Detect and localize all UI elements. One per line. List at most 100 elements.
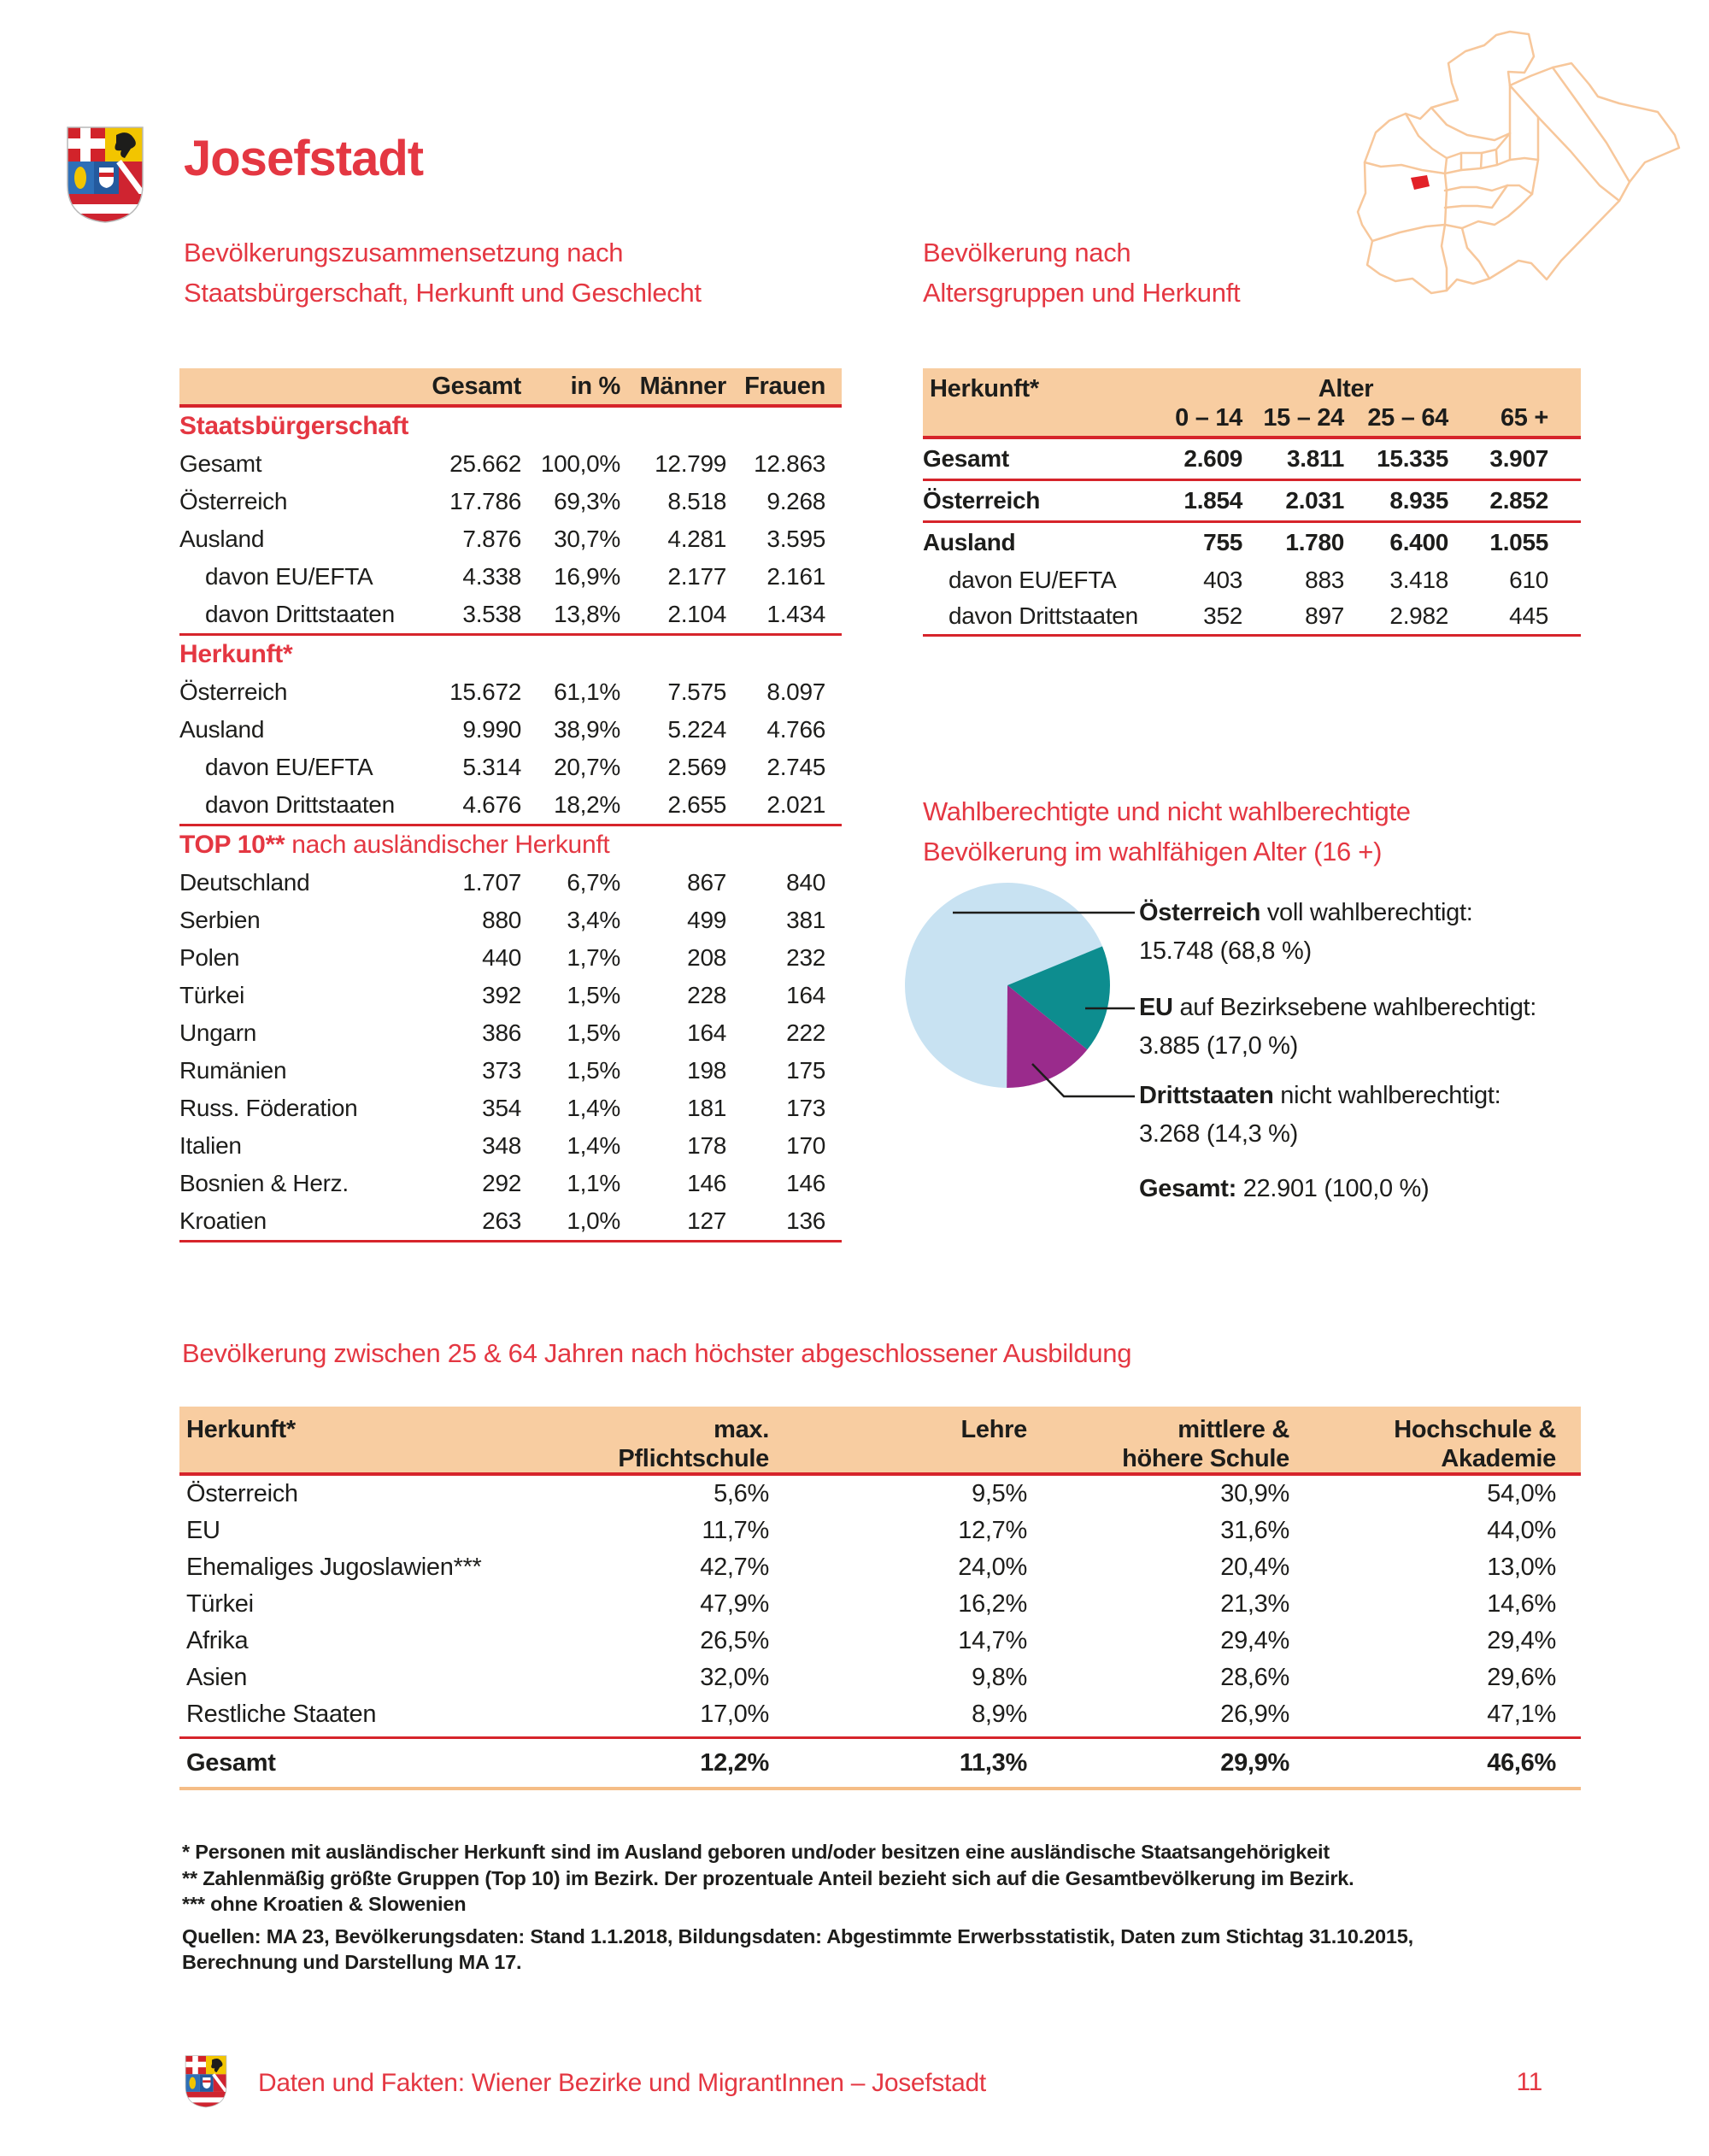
row-label: Bosnien & Herz.	[179, 1170, 349, 1196]
table-row: Ausland 7.876 30,7% 4.281 3.595	[179, 520, 842, 558]
cell-value: 30,9%	[1220, 1480, 1289, 1507]
row-label: Österreich	[186, 1480, 298, 1507]
pie-label-rest: nicht wahlberechtigt:	[1273, 1082, 1501, 1109]
column-header: Herkunft*	[186, 1416, 296, 1443]
table-row: Russ. Föderation 354 1,4% 181 173	[179, 1090, 842, 1127]
cell-value: 12.799	[655, 450, 726, 477]
pie-label-austria: Österreich voll wahlberechtigt: 15.748 (…	[1139, 894, 1473, 971]
cell-value: 173	[786, 1095, 825, 1121]
section-title-line: Staatsbürgerschaft, Herkunft und Geschle…	[184, 278, 702, 308]
vienna-district-map	[1356, 30, 1681, 295]
cell-value: 31,6%	[1220, 1517, 1289, 1544]
table-row: Österreich 17.786 69,3% 8.518 9.268	[179, 483, 842, 520]
cell-value: 15.335	[1377, 445, 1448, 472]
composition-table: Gesamt in % Männer Frauen Staatsbürgerschaf…	[179, 368, 842, 1242]
cell-value: 44,0%	[1487, 1517, 1556, 1544]
column-header: 25 – 64	[1367, 404, 1448, 432]
header-columns: 0 – 14 15 – 24 25 – 64 65 +	[923, 404, 1581, 432]
cell-value: 352	[1203, 602, 1242, 629]
row-label: Österreich	[179, 679, 288, 705]
footnote: ** Zahlenmäßig größte Gruppen (Top 10) i…	[182, 1866, 1354, 1889]
group-suffix: nach ausländischer Herkunft	[285, 831, 610, 859]
cell-value: 8,9%	[972, 1701, 1027, 1728]
row-label: Ausland	[179, 716, 265, 743]
column-header: 65 +	[1500, 404, 1548, 432]
page-title: Josefstadt	[184, 131, 424, 186]
footnote-source: Berechnung und Darstellung MA 17.	[182, 1951, 522, 1973]
column-header: Lehre	[960, 1416, 1028, 1443]
cell-value: 2.569	[667, 754, 726, 780]
cell-value: 164	[786, 982, 825, 1008]
section-title-composition: Bevölkerungszusammensetzung nach Staatsb…	[184, 232, 702, 313]
row-label: Italien	[179, 1132, 242, 1159]
cell-value: 198	[687, 1057, 726, 1084]
cell-value: 897	[1305, 602, 1344, 629]
cell-value: 3.907	[1489, 445, 1548, 472]
section-title-education: Bevölkerung zwischen 25 & 64 Jahren nach…	[182, 1333, 1131, 1373]
table-total-row: Gesamt 12,2% 11,3% 29,9% 46,6%	[179, 1739, 1581, 1787]
divider	[179, 1240, 842, 1242]
row-label: davon Drittstaaten	[948, 602, 1138, 629]
table-row: Kroatien 263 1,0% 127 136	[179, 1202, 842, 1240]
section-title-line: Bevölkerung zwischen 25 & 64 Jahren nach…	[182, 1338, 1132, 1368]
row-label: Deutschland	[179, 869, 310, 896]
cell-value: 11,3%	[959, 1748, 1027, 1777]
pie-label-rest: auf Bezirksebene wahlberechtigt:	[1172, 994, 1537, 1021]
cell-value: 18,2%	[554, 791, 620, 818]
table-row: Ausland 9.990 38,9% 5.224 4.766	[179, 711, 842, 749]
cell-value: 381	[786, 907, 825, 933]
footnote: * Personen mit ausländischer Herkunft si…	[182, 1841, 1330, 1863]
cell-value: 7.876	[462, 526, 521, 552]
row-label: Restliche Staaten	[186, 1701, 377, 1728]
table-row: Serbien 880 3,4% 499 381	[179, 902, 842, 939]
map-outer-boundary	[1356, 30, 1681, 295]
cell-value: 2.161	[766, 563, 825, 590]
cell-value: 2.021	[766, 791, 825, 818]
cell-value: 47,1%	[1487, 1701, 1556, 1728]
cell-value: 13,0%	[1487, 1554, 1556, 1581]
table-row: Restliche Staaten 17,0% 8,9% 26,9% 47,1%	[179, 1696, 1581, 1733]
cell-value: 17.786	[449, 488, 521, 514]
cell-value: 840	[786, 869, 825, 896]
cell-value: 29,4%	[1220, 1627, 1289, 1654]
row-label: Türkei	[179, 982, 244, 1008]
group-label: Staatsbürgerschaft	[179, 412, 409, 440]
pie-label-name: Drittstaaten	[1139, 1082, 1274, 1109]
cell-value: 2.852	[1489, 487, 1548, 514]
cell-value: 208	[687, 944, 726, 971]
footer-coat-of-arms	[184, 2054, 228, 2109]
row-label: Gesamt	[923, 445, 1009, 472]
table-row: davon EU/EFTA 5.314 20,7% 2.569 2.745	[179, 749, 842, 786]
section-title-line: Wahlberechtigte und nicht wahlberechtigt…	[923, 796, 1411, 826]
pie-label-value: 15.748 (68,8 %)	[1139, 937, 1312, 965]
cell-value: 292	[482, 1170, 521, 1196]
cell-value: 867	[687, 869, 726, 896]
header-spacer	[923, 404, 1140, 432]
row-label: Kroatien	[179, 1207, 267, 1234]
cell-value: 1,4%	[567, 1132, 620, 1159]
pie-slice-2	[1007, 985, 1088, 1089]
education-table: Herkunft* max. Pflichtschule Lehre mittlere…	[179, 1407, 1581, 1790]
table-row: Türkei 47,9% 16,2% 21,3% 14,6%	[179, 1586, 1581, 1623]
table-body: Gesamt 25.662 100,0% 12.799 12.863 Österreich…	[179, 445, 842, 633]
column-header: max. Pflichtschule	[618, 1416, 769, 1472]
cell-value: 1,7%	[567, 944, 620, 971]
cell-value: 499	[687, 907, 726, 933]
cell-value: 222	[786, 1019, 825, 1046]
row-label: Gesamt	[186, 1748, 276, 1777]
table-row: Deutschland 1.707 6,7% 867 840	[179, 864, 842, 902]
cell-value: 348	[482, 1132, 521, 1159]
cell-value: 181	[687, 1095, 726, 1121]
row-label: Polen	[179, 944, 240, 971]
pie-label-name: EU	[1139, 994, 1173, 1021]
table-row: Afrika 26,5% 14,7% 29,4% 29,4%	[179, 1623, 1581, 1660]
cell-value: 1,1%	[567, 1170, 620, 1196]
table-row: Asien 32,0% 9,8% 28,6% 29,6%	[179, 1660, 1581, 1696]
footer-title: Daten und Fakten: Wiener Bezirke und Mig…	[258, 2069, 986, 2097]
cell-value: 25.662	[449, 450, 521, 477]
cell-value: 14,7%	[958, 1627, 1027, 1654]
divider	[923, 436, 1581, 439]
section-title-line: Bevölkerung nach	[923, 238, 1131, 267]
cell-value: 9,5%	[972, 1480, 1027, 1507]
